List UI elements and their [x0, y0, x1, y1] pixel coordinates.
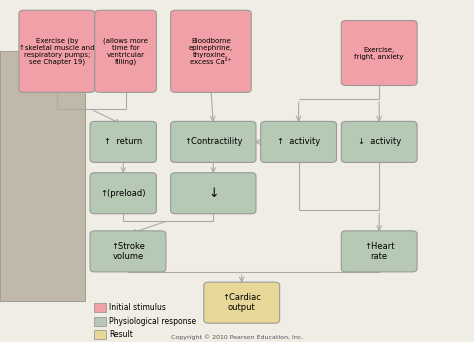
FancyBboxPatch shape [171, 173, 256, 214]
FancyBboxPatch shape [341, 231, 417, 272]
Text: ↑Contractility: ↑Contractility [184, 137, 243, 146]
FancyBboxPatch shape [0, 51, 85, 301]
Text: ↑Cardiac
output: ↑Cardiac output [222, 293, 261, 312]
FancyBboxPatch shape [94, 303, 106, 312]
Text: Bloodborne
epinephrine,
thyroxine,
excess Ca²⁺: Bloodborne epinephrine, thyroxine, exces… [189, 38, 233, 65]
Text: Result: Result [109, 330, 133, 339]
FancyBboxPatch shape [90, 173, 156, 214]
FancyBboxPatch shape [94, 330, 106, 339]
FancyBboxPatch shape [171, 10, 251, 92]
Text: ↑(preload): ↑(preload) [100, 189, 146, 198]
Text: (allows more
time for
ventricular
filling): (allows more time for ventricular fillin… [103, 37, 148, 65]
Text: Copyright © 2010 Pearson Education, Inc.: Copyright © 2010 Pearson Education, Inc. [171, 335, 303, 340]
Text: Initial stimulus: Initial stimulus [109, 303, 166, 312]
FancyBboxPatch shape [341, 21, 417, 86]
Text: Exercise (by
↑skeletal muscle and
respiratory pumps;
see Chapter 19): Exercise (by ↑skeletal muscle and respir… [19, 37, 95, 65]
FancyBboxPatch shape [90, 121, 156, 162]
Text: Physiological response: Physiological response [109, 317, 196, 326]
Text: Exercise,
fright, anxiety: Exercise, fright, anxiety [355, 47, 404, 60]
FancyBboxPatch shape [19, 10, 95, 92]
Text: ↑Stroke
volume: ↑Stroke volume [111, 242, 145, 261]
FancyBboxPatch shape [261, 121, 337, 162]
FancyBboxPatch shape [90, 231, 166, 272]
FancyBboxPatch shape [95, 10, 156, 92]
Text: ↑Heart
rate: ↑Heart rate [364, 242, 394, 261]
Text: ↓  activity: ↓ activity [357, 137, 401, 146]
Text: ↓: ↓ [208, 187, 219, 200]
FancyBboxPatch shape [341, 121, 417, 162]
FancyBboxPatch shape [171, 121, 256, 162]
FancyBboxPatch shape [204, 282, 280, 323]
Text: ↑  activity: ↑ activity [277, 137, 320, 146]
Text: ↑  return: ↑ return [104, 137, 142, 146]
FancyBboxPatch shape [94, 317, 106, 326]
